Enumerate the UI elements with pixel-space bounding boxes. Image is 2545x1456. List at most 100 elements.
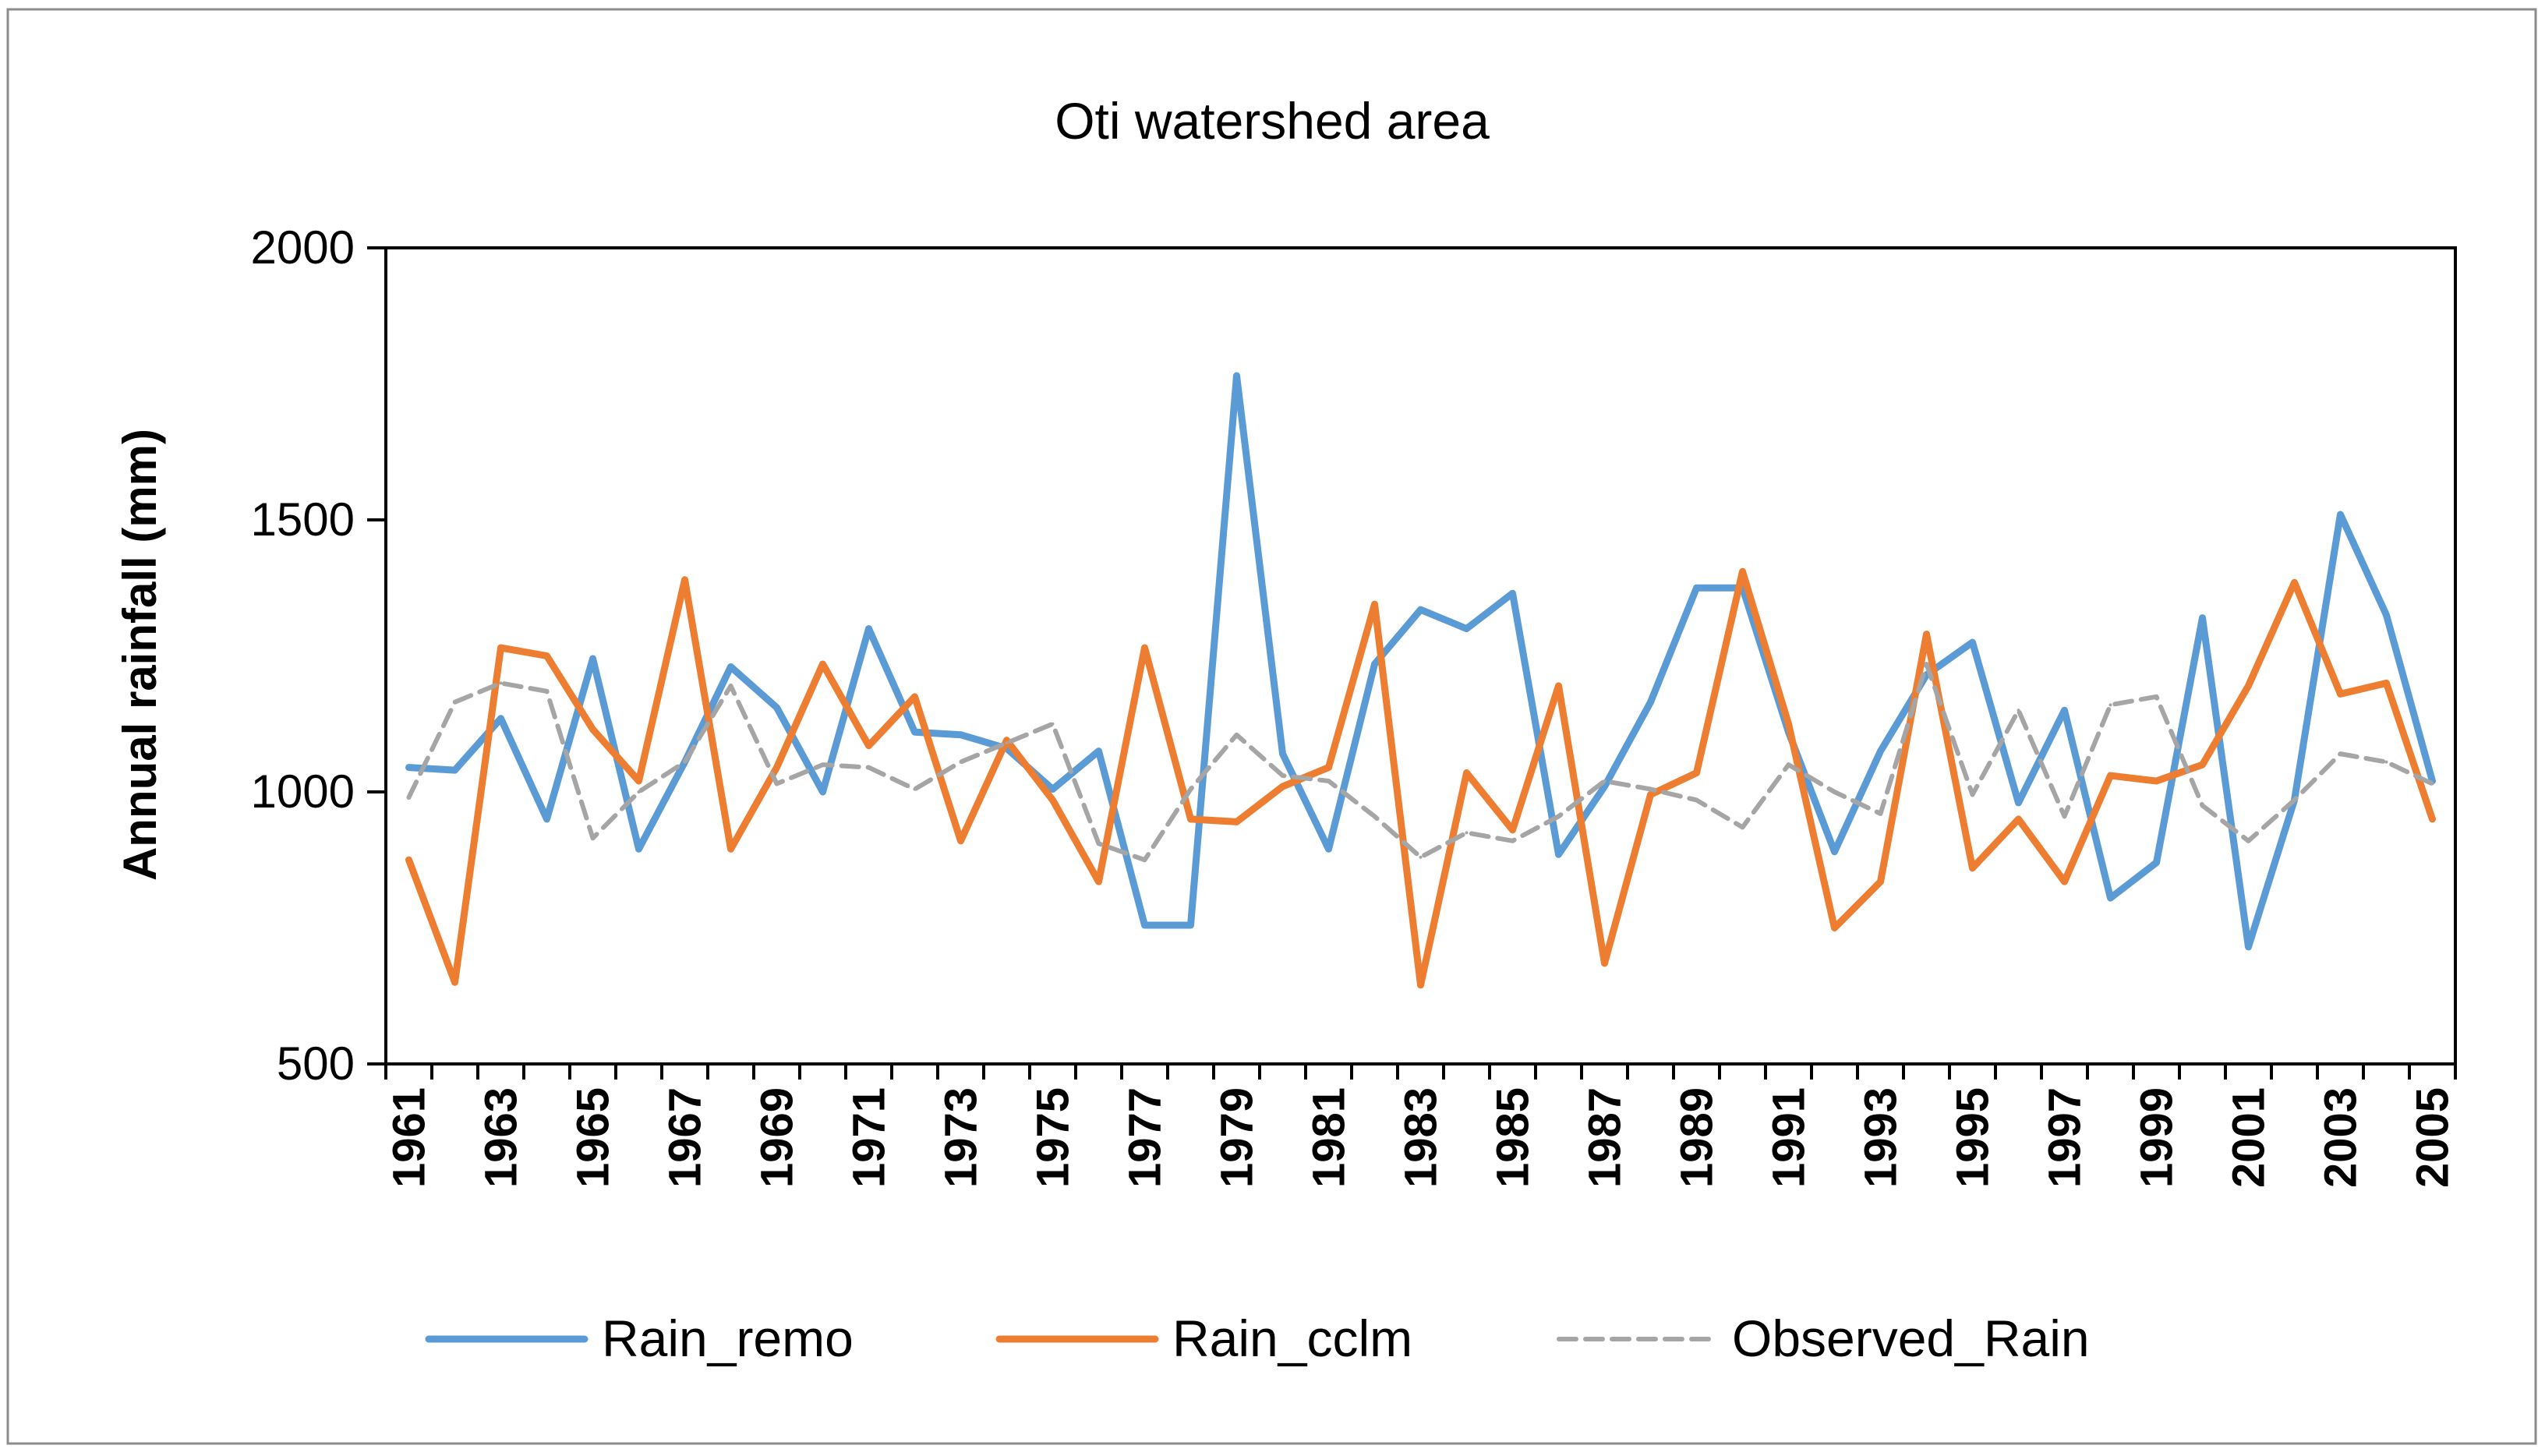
data-point-rain-remo (1695, 586, 1698, 590)
data-point-observed-rain (1695, 798, 1698, 802)
data-point-rain-cclm (2384, 681, 2388, 685)
data-point-rain-remo (821, 790, 825, 793)
x-tick-label: 1981 (1304, 1087, 1355, 1188)
series-line-observed-rain (406, 661, 2435, 863)
data-point-observed-rain (1189, 787, 1193, 791)
x-tick-label: 2003 (2316, 1087, 2366, 1188)
data-point-rain-remo (2338, 513, 2342, 517)
data-point-observed-rain (1143, 858, 1147, 862)
data-point-rain-remo (407, 765, 411, 769)
y-tick-label: 2000 (251, 221, 355, 274)
y-tick-label: 1000 (251, 765, 355, 818)
data-point-observed-rain (1557, 815, 1561, 818)
data-point-rain-remo (1373, 662, 1377, 666)
legend: Rain_remo Rain_cclm Observed_Rain (425, 1309, 2090, 1367)
data-point-rain-cclm (2108, 774, 2112, 778)
data-point-rain-cclm (867, 744, 871, 747)
legend-label-rain-remo: Rain_remo (602, 1309, 854, 1367)
data-point-rain-remo (1833, 850, 1836, 853)
data-point-rain-remo (1971, 641, 1974, 645)
data-point-observed-rain (1465, 831, 1469, 835)
x-tick-label: 2005 (2408, 1087, 2458, 1188)
x-tick-label: 1991 (1764, 1087, 1815, 1188)
data-point-rain-remo (1879, 749, 1882, 753)
data-point-observed-rain (1235, 733, 1239, 737)
data-point-observed-rain (1741, 825, 1744, 829)
data-point-observed-rain (1327, 779, 1331, 783)
x-tick-label: 1975 (1028, 1087, 1079, 1188)
data-point-rain-cclm (1465, 771, 1469, 775)
x-tick-label: 1969 (752, 1087, 803, 1188)
data-point-rain-cclm (2017, 817, 2020, 821)
data-point-rain-cclm (1603, 961, 1607, 965)
data-point-rain-cclm (591, 727, 595, 731)
data-point-observed-rain (1097, 842, 1101, 846)
data-point-rain-cclm (2292, 581, 2296, 585)
data-point-rain-remo (959, 733, 963, 737)
x-tick-label: 1985 (1488, 1087, 1539, 1188)
data-point-rain-cclm (1833, 926, 1836, 930)
data-point-observed-rain (2384, 760, 2388, 764)
x-tick-label: 1993 (1856, 1087, 1907, 1188)
y-tick-label: 1500 (251, 493, 355, 546)
x-tick-label: 1961 (384, 1087, 435, 1188)
data-point-rain-remo (2108, 896, 2112, 900)
data-point-rain-cclm (2154, 779, 2158, 783)
data-point-observed-rain (2338, 752, 2342, 756)
data-point-rain-remo (1419, 608, 1423, 612)
data-point-observed-rain (729, 684, 733, 687)
data-point-observed-rain (1281, 774, 1285, 778)
data-point-rain-cclm (2063, 880, 2066, 884)
data-point-rain-cclm (1557, 684, 1561, 687)
data-point-rain-remo (1281, 752, 1285, 756)
data-point-observed-rain (913, 787, 917, 791)
x-tick-label: 2001 (2224, 1087, 2275, 1188)
plot-border (384, 246, 2457, 1065)
data-point-observed-rain (1649, 787, 1652, 791)
x-tick-label: 1989 (1672, 1087, 1723, 1188)
data-point-rain-remo (2384, 613, 2388, 617)
data-point-rain-cclm (959, 839, 963, 843)
data-point-observed-rain (1603, 779, 1607, 783)
data-point-observed-rain (1971, 793, 1974, 797)
data-point-rain-remo (775, 705, 779, 709)
data-point-rain-cclm (637, 779, 641, 783)
x-tick-label: 1967 (660, 1087, 711, 1188)
data-point-rain-remo (1097, 749, 1101, 753)
data-point-rain-cclm (913, 694, 917, 698)
data-point-rain-cclm (1649, 793, 1652, 797)
data-point-observed-rain (591, 836, 595, 840)
data-point-observed-rain (959, 760, 963, 764)
data-point-observed-rain (1511, 839, 1515, 843)
data-point-observed-rain (2017, 709, 2020, 712)
x-tick-label: 1965 (568, 1087, 619, 1188)
data-point-rain-remo (453, 769, 457, 772)
data-point-rain-remo (1557, 853, 1561, 857)
data-point-observed-rain (2154, 694, 2158, 698)
data-point-rain-cclm (1235, 820, 1239, 824)
data-point-rain-remo (591, 656, 595, 660)
data-point-rain-cclm (1925, 632, 1928, 636)
data-point-rain-cclm (1373, 603, 1377, 606)
data-point-observed-rain (2063, 815, 2066, 818)
plot-area: 500 1000 1500 2000 1961 1963 1965 1967 1969 1971 1… (251, 221, 2458, 1188)
data-point-observed-rain (2430, 782, 2434, 786)
data-point-rain-cclm (2200, 763, 2204, 767)
data-point-observed-rain (775, 782, 779, 786)
data-point-observed-rain (2200, 804, 2204, 808)
data-point-rain-cclm (1511, 828, 1515, 832)
data-point-rain-remo (1143, 924, 1147, 928)
data-point-rain-remo (1189, 924, 1193, 928)
data-point-rain-remo (1051, 787, 1055, 791)
data-point-rain-remo (1925, 673, 1928, 677)
data-point-observed-rain (1879, 811, 1882, 815)
data-point-observed-rain (2292, 798, 2296, 802)
data-point-rain-cclm (1143, 646, 1147, 650)
data-point-rain-cclm (1695, 771, 1698, 775)
data-point-rain-remo (2154, 861, 2158, 864)
data-point-rain-remo (1235, 374, 1239, 378)
data-point-observed-rain (1419, 855, 1423, 859)
data-point-rain-cclm (2430, 817, 2434, 821)
data-point-rain-remo (2200, 616, 2204, 620)
